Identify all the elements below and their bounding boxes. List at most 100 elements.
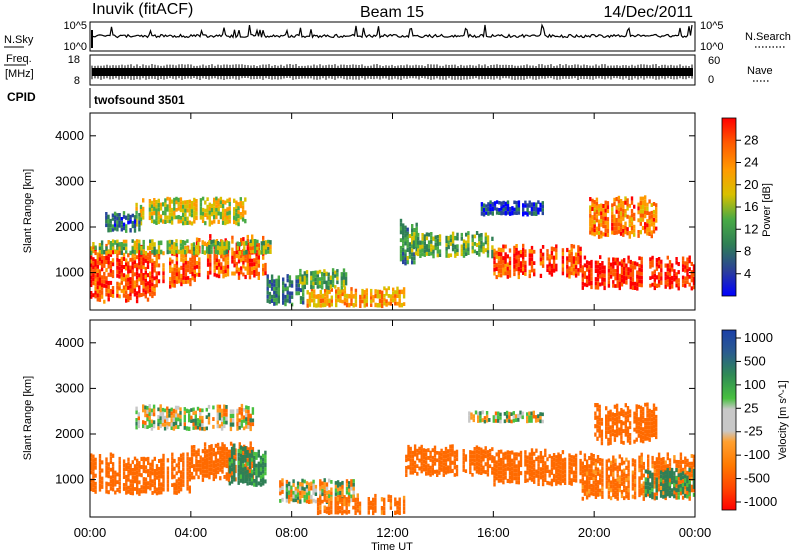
data-cell [365,303,368,307]
data-cell [644,493,647,498]
data-cell [146,281,150,286]
data-cell [242,272,245,277]
data-cell [255,483,258,487]
data-cell [467,247,470,252]
data-cell [618,462,621,467]
data-cell [652,420,656,425]
data-cell [500,210,503,216]
data-cell [631,269,635,274]
data-cell [135,210,138,215]
data-cell [184,280,188,284]
data-cell [522,212,525,217]
data-cell [193,445,196,449]
data-cell [118,477,121,482]
data-cell [162,478,165,484]
data-cell [653,465,656,469]
data-cell [312,483,315,488]
data-cell [173,206,176,211]
data-cell [122,215,126,219]
data-cell [497,411,500,416]
data-cell [684,268,687,273]
data-cell [422,459,426,464]
data-cell [451,235,455,240]
data-cell [638,267,641,272]
data-cell [352,505,355,510]
data-cell [572,260,576,264]
data-cell [544,477,547,482]
data-cell [182,221,185,226]
data-cell [590,476,593,480]
data-cell [641,196,645,201]
data-cell [600,234,603,239]
data-cell [557,468,560,473]
data-cell [557,464,560,469]
data-cell [260,250,263,255]
data-cell [640,476,643,480]
data-cell [295,279,298,284]
data-cell [231,235,234,240]
data-cell [182,267,185,272]
data-cell [599,473,602,478]
data-cell [233,207,236,212]
data-cell [133,471,137,476]
data-cell [581,273,584,278]
data-cell [184,204,187,209]
data-cell [464,458,468,462]
data-cell [100,245,104,250]
data-cell [615,226,618,231]
data-cell [92,257,95,262]
data-cell [686,487,689,491]
data-cell [399,218,403,223]
data-cell [577,268,580,272]
data-cell [473,454,476,459]
data-cell [638,476,641,481]
data-cell [673,486,676,491]
data-cell [548,469,551,474]
data-cell [190,250,193,254]
data-cell [98,487,102,492]
data-cell [526,463,529,467]
data-cell [594,482,598,487]
data-cell [517,266,520,271]
data-cell [131,269,134,274]
data-cell [378,298,382,304]
data-cell [436,451,439,455]
data-cell [465,244,468,249]
data-cell [319,303,322,308]
data-cell [628,425,632,430]
data-cell [640,275,643,280]
data-cell [570,263,573,268]
data-cell [642,407,645,412]
data-cell [305,488,309,493]
data-cell [243,250,246,256]
data-cell [321,499,324,504]
data-cell [631,470,635,475]
data-cell [231,413,235,418]
data-cell [484,450,487,455]
data-cell [224,273,227,278]
data-cell [209,254,212,259]
data-cell [342,276,346,280]
data-cell [644,469,647,474]
data-cell [205,246,209,251]
data-cell [122,483,126,487]
data-cell [356,497,359,502]
data-cell [206,197,209,201]
data-cell [122,471,126,476]
data-cell [341,292,344,297]
data-cell [257,271,260,276]
data-cell [374,302,377,308]
data-cell [129,280,132,285]
data-cell [405,458,408,463]
data-cell [618,281,621,286]
data-cell [213,257,216,261]
data-cell [513,476,516,481]
data-cell [409,458,412,463]
data-cell [499,419,502,424]
data-cell [139,221,143,226]
data-cell [515,247,518,252]
data-cell [623,468,626,473]
data-cell [588,456,591,461]
data-cell [186,475,189,480]
data-cell [592,457,595,462]
